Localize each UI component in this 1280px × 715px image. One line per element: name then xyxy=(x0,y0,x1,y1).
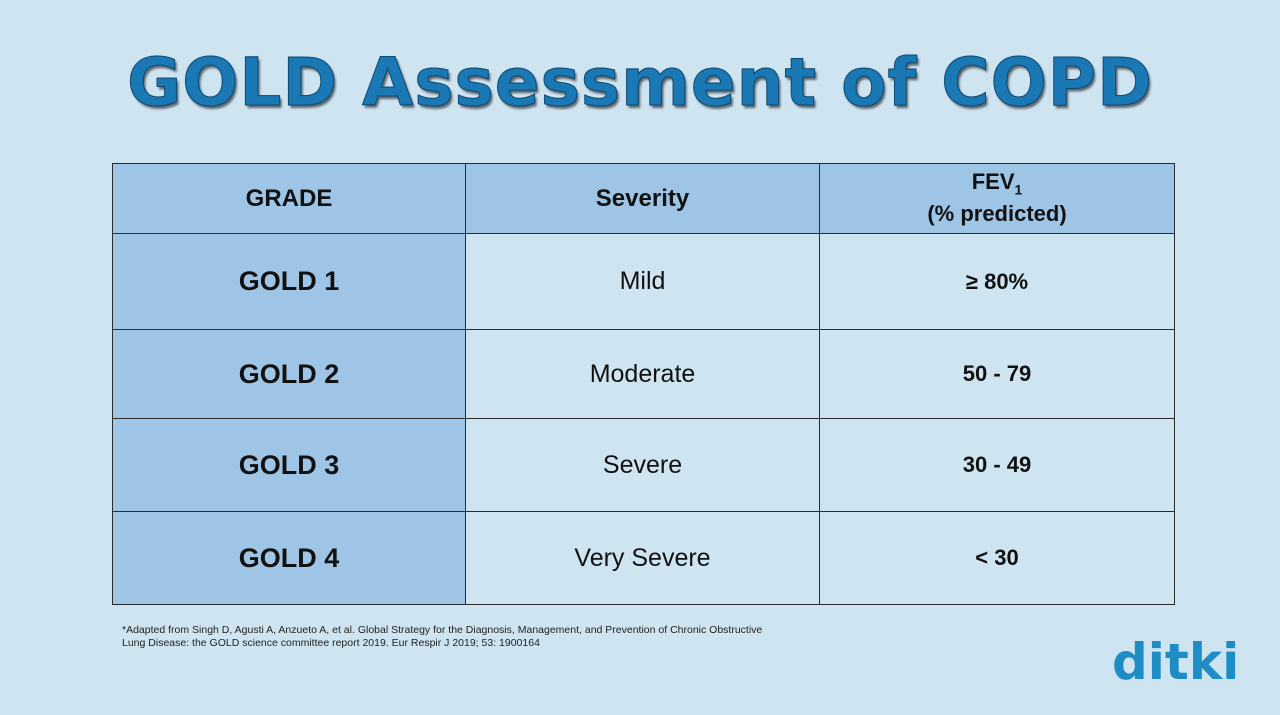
ditki-logo: ditki xyxy=(1112,633,1240,691)
header-fev-sub: 1 xyxy=(1014,181,1023,198)
header-fev-line1: FEV1 xyxy=(820,168,1174,201)
fev-cell: < 30 xyxy=(819,511,1175,605)
footnote-line2: Lung Disease: the GOLD science committee… xyxy=(122,637,540,649)
grade-cell: GOLD 1 xyxy=(112,233,466,330)
severity-cell: Moderate xyxy=(465,329,820,419)
fev-cell: 50 - 79 xyxy=(819,329,1175,419)
table-row: GOLD 1 Mild ≥ 80% xyxy=(112,233,1175,330)
severity-cell: Mild xyxy=(465,233,820,330)
header-grade: GRADE xyxy=(112,163,466,234)
severity-cell: Severe xyxy=(465,418,820,512)
page-title: GOLD Assessment of COPD xyxy=(127,44,1153,122)
severity-cell: Very Severe xyxy=(465,511,820,605)
header-fev-main: FEV xyxy=(971,168,1015,194)
fev-cell: 30 - 49 xyxy=(819,418,1175,512)
header-fev-line2: (% predicted) xyxy=(927,201,1067,227)
gold-table-container: GRADE Severity FEV1 (% predicted) GOLD 1… xyxy=(112,163,1175,605)
fev-cell: ≥ 80% xyxy=(819,233,1175,330)
grade-cell: GOLD 2 xyxy=(112,329,466,419)
footnote-line1: *Adapted from Singh D, Agusti A, Anzueto… xyxy=(122,624,763,636)
gold-table: GRADE Severity FEV1 (% predicted) GOLD 1… xyxy=(112,163,1175,605)
table-row: GOLD 4 Very Severe < 30 xyxy=(112,511,1175,605)
footnote: *Adapted from Singh D, Agusti A, Anzueto… xyxy=(122,624,822,650)
grade-cell: GOLD 4 xyxy=(112,511,466,605)
table-row: GOLD 2 Moderate 50 - 79 xyxy=(112,329,1175,419)
grade-cell: GOLD 3 xyxy=(112,418,466,512)
header-severity: Severity xyxy=(465,163,820,234)
table-row: GOLD 3 Severe 30 - 49 xyxy=(112,418,1175,512)
header-fev: FEV1 (% predicted) xyxy=(819,163,1175,234)
table-header-row: GRADE Severity FEV1 (% predicted) xyxy=(112,163,1175,234)
